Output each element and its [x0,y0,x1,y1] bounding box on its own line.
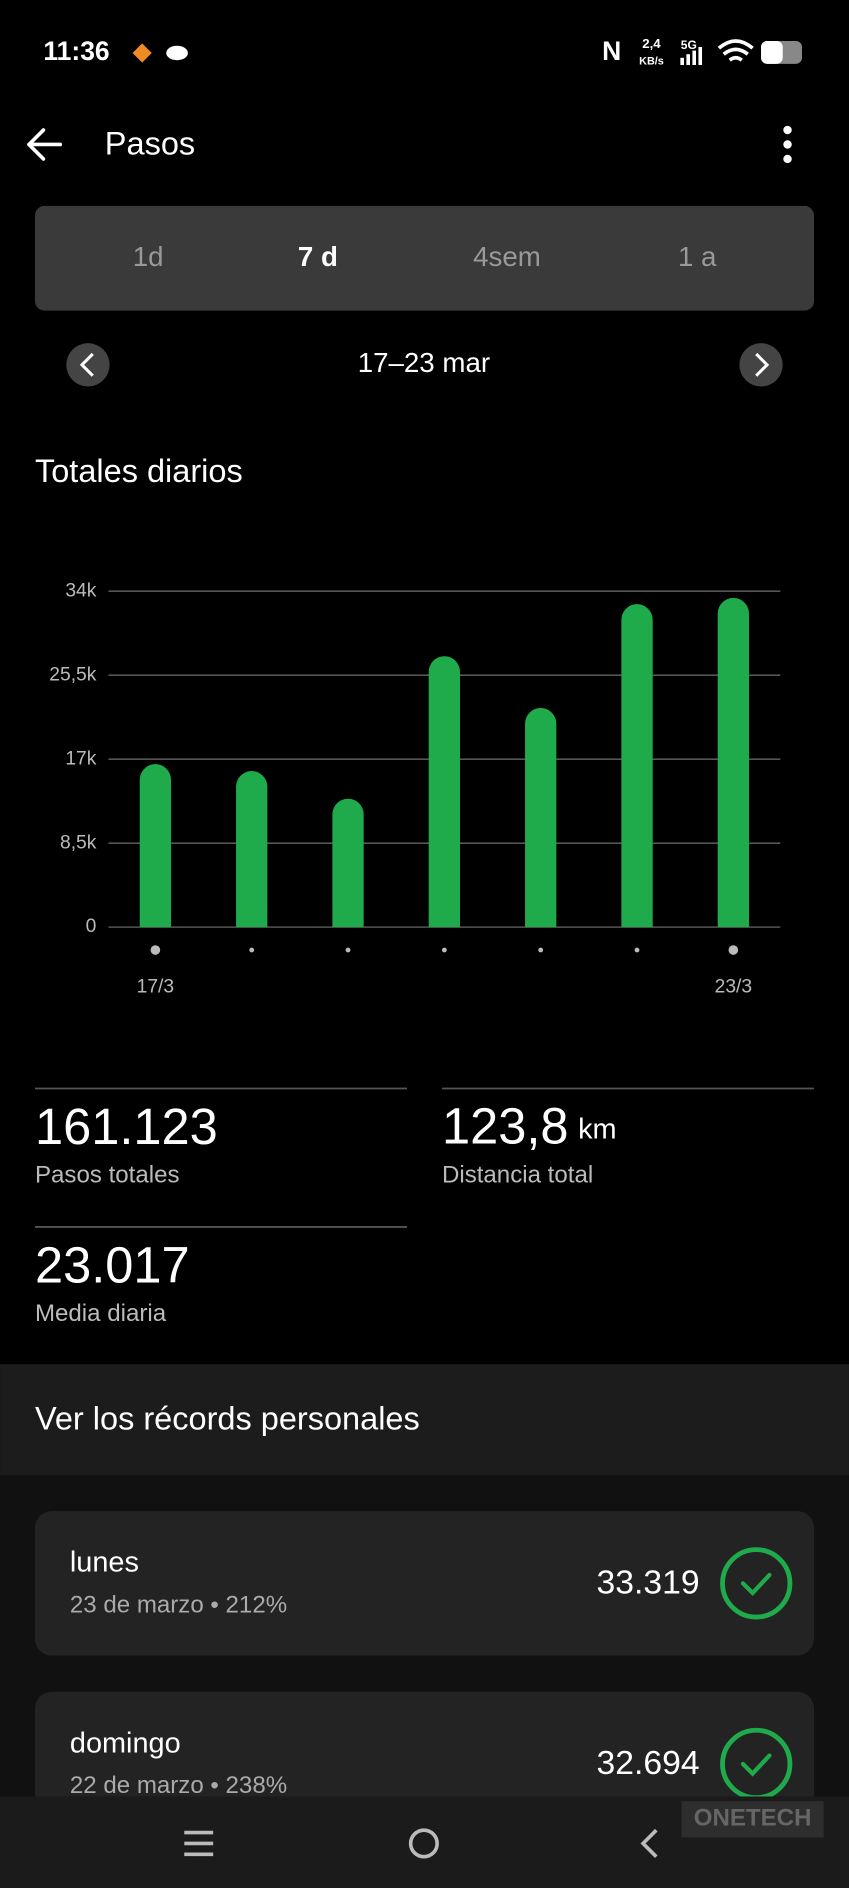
bar [139,764,172,928]
x-dot [634,947,640,953]
bar [332,798,364,928]
stat-unit: km [578,1113,617,1145]
bar [428,656,461,928]
record-day: domingo [70,1727,181,1759]
back-nav[interactable] [640,1828,658,1858]
stat-label: Pasos totales [35,1162,180,1189]
watermark: ONETECH [694,1805,812,1832]
stat-value: 123,8 [442,1098,569,1155]
stat-value: 23.017 [35,1236,190,1293]
battery-level [761,40,783,64]
y-tick-label: 8,5k [60,832,97,853]
back-button[interactable] [27,128,63,161]
record-value: 33.319 [597,1563,700,1601]
watermark-bg [681,1801,824,1838]
speed: 2,4 [642,36,661,51]
app-icon [166,45,188,61]
bar [525,707,557,928]
x-dot [249,947,255,953]
chart-title: Totales diarios [35,453,243,489]
date-range: 17–23 mar [358,347,490,378]
x-dot [728,945,739,955]
record-card[interactable] [34,1511,815,1656]
tab[interactable]: 7 d [298,241,338,272]
check-circle [720,1547,793,1620]
tab-bar [34,205,815,311]
records-link[interactable]: Ver los récords personales [35,1400,420,1436]
tab[interactable]: 1 a [678,241,717,272]
next-arrow [755,352,770,377]
home-nav[interactable] [408,1828,439,1859]
stat-value: 123,8 km [442,1098,617,1155]
record-detail: 22 de marzo • 238% [70,1772,287,1799]
x-dot [441,947,447,953]
x-dot [538,947,544,953]
check-mark [740,1572,772,1597]
x-dot [150,945,161,955]
record-value: 32.694 [597,1744,700,1782]
x-dot [345,947,351,953]
menu-nav[interactable] [184,1830,214,1857]
app-icon [132,43,152,63]
tab[interactable]: 4sem [473,241,541,272]
x-tick-label: 23/3 [715,976,752,997]
bar [621,604,653,928]
prev-arrow [79,352,94,377]
bar [717,597,749,928]
y-tick-label: 25,5k [49,664,96,685]
y-tick-label: 17k [65,748,96,769]
network: 5G [681,38,697,52]
next-button[interactable] [739,343,783,387]
tab[interactable]: 1d [133,241,164,272]
speed-unit: KB/s [639,55,664,67]
bar [236,771,268,928]
record-detail: 23 de marzo • 212% [70,1592,287,1619]
stat-label: Distancia total [442,1162,593,1189]
menu-button[interactable] [783,125,792,164]
records-link-bg[interactable] [0,1364,849,1475]
signal-icon [680,46,703,66]
record-day: lunes [70,1547,139,1579]
stat-label: Media diaria [35,1300,167,1327]
clock: 11:36 [43,36,109,66]
y-tick-label: 0 [86,916,97,937]
prev-button[interactable] [66,343,110,387]
stat-value: 161.123 [35,1098,218,1155]
check-mark [740,1753,772,1777]
nfc-icon: N [602,36,621,66]
wifi-icon [717,39,754,62]
y-tick-label: 34k [65,580,96,601]
page-title: Pasos [105,125,195,161]
x-tick-label: 17/3 [137,976,174,997]
